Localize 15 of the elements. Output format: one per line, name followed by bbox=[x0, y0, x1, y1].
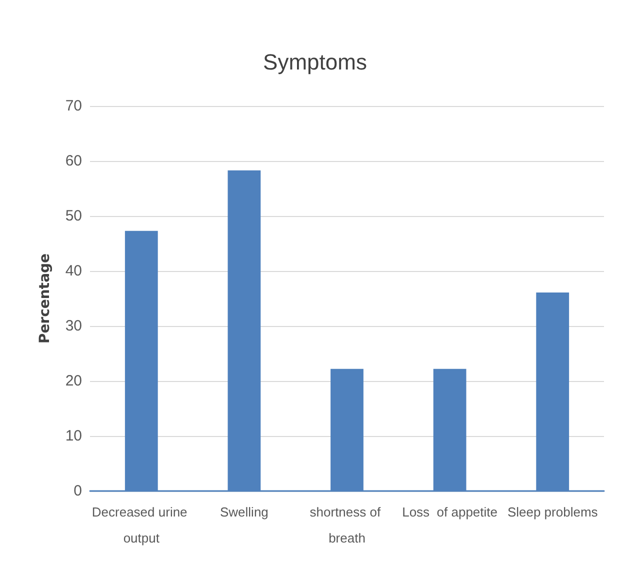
x-tick-label: Loss of appetite bbox=[402, 504, 498, 520]
y-axis-title: Percentage bbox=[37, 253, 53, 344]
y-tick-label: 10 bbox=[65, 428, 82, 444]
y-tick-label: 30 bbox=[65, 318, 82, 334]
y-tick-label: 20 bbox=[65, 372, 82, 390]
y-tick-label: 70 bbox=[65, 98, 82, 114]
y-tick-label: 0 bbox=[74, 482, 82, 500]
x-tick-label: shortness of breath bbox=[310, 504, 384, 546]
y-tick-label: 50 bbox=[65, 208, 82, 224]
y-tick-label: 40 bbox=[65, 262, 82, 280]
x-tick-label: Decreased urine output bbox=[92, 504, 191, 546]
x-tick-label: Swelling bbox=[220, 504, 268, 520]
x-tick-label: Sleep problems bbox=[507, 504, 598, 520]
chart-title: Symptoms bbox=[263, 50, 367, 74]
y-tick-label: 60 bbox=[65, 152, 82, 170]
